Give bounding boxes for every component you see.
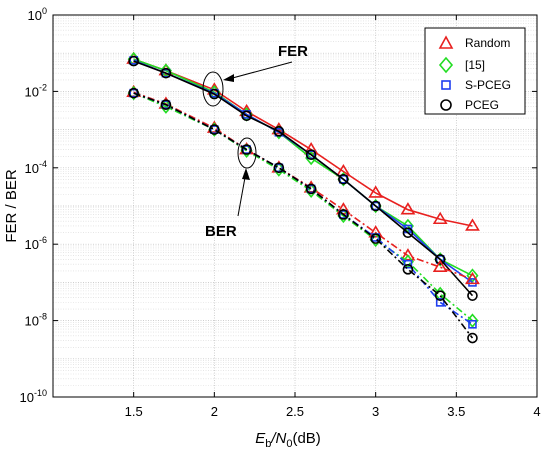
ber-annotation-label: BER [205,223,237,240]
data-point [370,200,381,212]
data-point [241,110,252,122]
data-point [434,254,446,265]
x-tick-label: 3 [372,404,379,419]
legend-marker-pceg [440,99,452,111]
legend-label-15: [15] [465,58,485,72]
series-line [133,92,474,339]
data-point [241,144,252,155]
data-point [160,67,172,79]
series-ber-random [126,84,480,285]
data-point [161,100,171,109]
y-tick-label: 10-6 [25,235,47,252]
data-point [434,290,446,301]
series-layer [126,51,480,344]
data-point [339,210,348,219]
data-point [129,88,138,98]
ber-annotation: BER [205,137,257,240]
series-line [133,58,473,227]
legend-label-random: Random [465,36,510,50]
data-point [370,233,381,244]
data-point [209,88,220,100]
x-tick-label: 3.5 [447,404,465,419]
data-point [303,142,319,155]
data-point [161,68,171,78]
data-point [465,218,480,231]
ber-ellipse [237,137,257,169]
data-point [400,248,416,261]
x-tick-label: 2 [211,404,218,419]
legend-marker-15 [438,56,454,74]
data-point [402,264,414,275]
data-point [210,125,219,134]
data-point [435,298,445,307]
y-tick-label: 10-10 [20,388,47,405]
data-point [465,271,480,285]
legend-label-spceg: S-PCEG [465,78,511,92]
data-point [160,99,172,110]
data-point [305,183,317,195]
series-fer-pceg [128,55,478,301]
legend-marker-random [438,35,454,49]
y-tick-label: 10-4 [25,159,47,176]
data-point [467,290,478,301]
x-tick-label: 4 [533,404,540,419]
data-point [467,332,478,344]
legend-marker-spceg [441,80,451,90]
data-point [209,124,220,135]
data-point [305,149,317,161]
y-tick-label: 10-8 [25,312,47,329]
data-point [468,320,477,329]
data-point [273,126,285,137]
data-point [306,150,316,160]
series-line [133,92,473,325]
data-point [338,209,349,220]
data-point [339,174,348,184]
data-point [368,185,384,198]
data-point [128,87,139,99]
legend: Random [15] S-PCEG PCEG [424,27,526,115]
data-point [371,201,380,211]
tick-layer: 1.5 2 2.5 3 3.5 4 100 10-2 10-4 10-6 10-8 10-10 [20,6,541,419]
x-axis-label: Eb/N0(dB) [255,430,321,450]
series-line [133,92,473,322]
data-point [466,313,479,328]
fer-annotation-label: FER [278,43,308,60]
y-tick-label: 10-2 [25,82,47,99]
x-tick-label: 2.5 [286,404,304,419]
series-line [133,60,474,297]
data-point [402,227,414,239]
data-point [435,255,445,264]
data-point [128,55,139,67]
fer-ellipse [202,71,224,107]
series-ber-spceg [129,88,477,329]
fer-arrowhead [223,74,234,82]
ber-arrowhead [242,168,250,180]
data-point [306,184,316,194]
fer-annotation: FER [202,43,308,107]
data-point [468,278,477,287]
data-point [400,202,416,215]
fer-arrow [224,61,293,81]
y-axis-label: FER / BER [3,169,20,243]
data-point [403,259,413,269]
series-ber-pceg [128,87,478,344]
data-point [432,259,448,272]
data-point [274,163,284,173]
data-point [338,173,349,185]
y-tick-label: 100 [28,6,47,23]
data-point [368,225,384,238]
x-tick-label: 1.5 [125,404,143,419]
legend-box [424,27,526,115]
series-line [133,91,473,281]
data-point [242,145,251,154]
legend-label-pceg: PCEG [465,98,499,112]
data-point [273,162,285,174]
data-point [432,211,448,225]
